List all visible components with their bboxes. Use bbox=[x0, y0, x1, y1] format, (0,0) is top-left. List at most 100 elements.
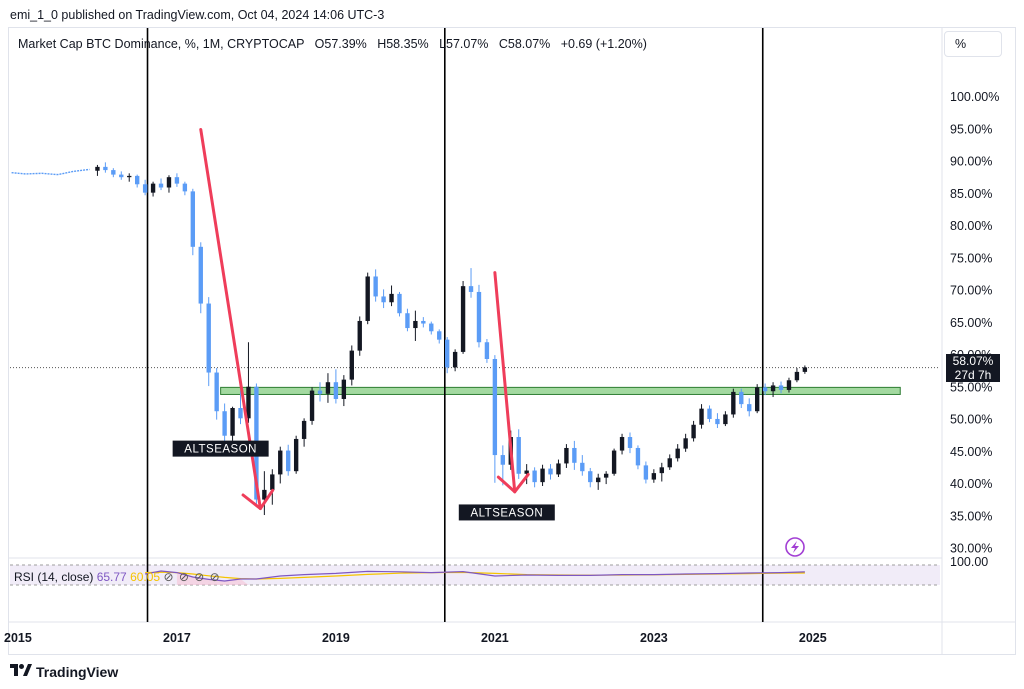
candle-39 bbox=[397, 291, 402, 317]
candle-66 bbox=[611, 448, 617, 476]
x-tick-4: 2021 bbox=[481, 631, 509, 645]
candle-body-37 bbox=[381, 296, 386, 303]
candle-25 bbox=[286, 444, 291, 476]
candle-26 bbox=[293, 435, 299, 474]
candle-body-55 bbox=[524, 470, 529, 474]
candle-70 bbox=[643, 461, 649, 484]
candle-3 bbox=[111, 168, 116, 178]
candle-body-74 bbox=[675, 448, 680, 459]
rsi-layer bbox=[145, 570, 805, 585]
altseason-label-text-2: ALTSEASON bbox=[470, 507, 543, 519]
candle-50 bbox=[484, 339, 490, 363]
candle-28 bbox=[309, 387, 315, 425]
drop-arrow-head-2 bbox=[496, 472, 530, 494]
candle-52 bbox=[500, 445, 506, 486]
candle-84 bbox=[754, 384, 760, 414]
candle-body-1 bbox=[95, 166, 100, 171]
candle-body-19 bbox=[238, 408, 243, 419]
candle-body-34 bbox=[357, 320, 362, 351]
candle-2 bbox=[103, 162, 108, 173]
rsi-ma-value: 60.05 bbox=[130, 570, 161, 584]
x-tick-6: 2025 bbox=[799, 631, 827, 645]
candle-body-23 bbox=[270, 474, 275, 490]
tradingview-logo[interactable]: TradingView bbox=[10, 663, 118, 680]
candle-56 bbox=[532, 467, 537, 488]
current-price-tag: 58.07% bbox=[946, 354, 1000, 368]
chart-frame bbox=[8, 27, 1016, 655]
altseason-label-text-1: ALTSEASON bbox=[184, 444, 257, 456]
rsi-background: 100.00 bbox=[10, 555, 988, 586]
y-tick-2: 95.00% bbox=[950, 122, 992, 136]
candle-body-4 bbox=[119, 174, 124, 178]
change-value: +0.69 (+1.20%) bbox=[560, 37, 647, 51]
candle-body-73 bbox=[667, 458, 672, 468]
candle-countdown-tag: 27d 7h bbox=[946, 368, 1000, 382]
high-value: 58.35% bbox=[386, 37, 429, 51]
y-tick-6: 75.00% bbox=[950, 251, 992, 265]
candle-45 bbox=[444, 337, 450, 374]
y-tick-5: 80.00% bbox=[950, 219, 992, 233]
low-label: L bbox=[439, 37, 447, 51]
candle-73 bbox=[667, 454, 672, 470]
candle-20 bbox=[246, 342, 251, 423]
candle-83 bbox=[747, 398, 752, 417]
bolt-icon-layer bbox=[785, 537, 805, 557]
candle-body-52 bbox=[500, 455, 506, 465]
candle-body-61 bbox=[572, 447, 577, 463]
close-value: 58.07% bbox=[507, 37, 551, 51]
candle-body-11 bbox=[174, 177, 180, 184]
y-tick-15: 30.00% bbox=[950, 542, 992, 556]
rsi-band bbox=[10, 565, 940, 585]
rsi-line bbox=[145, 570, 805, 582]
rsi-status-icons[interactable]: ⊘ ⊘ ⊘ ⊘ bbox=[163, 570, 221, 584]
candle-body-38 bbox=[389, 293, 394, 303]
altseason-label-1: ALTSEASON bbox=[172, 440, 269, 457]
candle-body-83 bbox=[747, 404, 752, 412]
bolt-icon[interactable] bbox=[785, 537, 805, 557]
candle-body-43 bbox=[429, 323, 434, 332]
y-tick-1: 100.00% bbox=[950, 90, 999, 104]
candle-86 bbox=[770, 382, 776, 398]
candle-80 bbox=[723, 411, 728, 427]
candle-4 bbox=[119, 171, 124, 180]
candle-19 bbox=[238, 390, 243, 425]
candle-37 bbox=[381, 289, 386, 309]
published-by-line: emi_1_0 published on TradingView.com, Oc… bbox=[10, 8, 385, 22]
candle-body-26 bbox=[293, 438, 299, 472]
candle-body-3 bbox=[111, 170, 116, 175]
candle-body-16 bbox=[214, 372, 219, 412]
candle-body-31 bbox=[333, 382, 339, 399]
altseason-label-2: ALTSEASON bbox=[458, 504, 555, 521]
candle-body-7 bbox=[142, 184, 148, 193]
x-axis-ticks: 2015 2017 2019 2021 2023 2025 bbox=[4, 631, 827, 645]
candle-14 bbox=[198, 242, 203, 314]
candle-87 bbox=[778, 381, 784, 394]
open-value: 57.39% bbox=[324, 37, 367, 51]
candle-body-42 bbox=[421, 320, 426, 324]
y-tick-4: 85.00% bbox=[950, 187, 992, 201]
candles-layer bbox=[95, 162, 808, 516]
candle-body-66 bbox=[611, 450, 617, 474]
symbol-title[interactable]: Market Cap BTC Dominance, %, 1M, CRYPTOC… bbox=[18, 37, 305, 51]
candle-body-89 bbox=[794, 371, 800, 381]
candle-body-44 bbox=[437, 331, 442, 340]
candle-body-15 bbox=[206, 303, 211, 373]
candle-42 bbox=[421, 317, 426, 328]
candle-body-75 bbox=[683, 438, 688, 449]
y-tick-3: 90.00% bbox=[950, 155, 992, 169]
candle-34 bbox=[357, 316, 362, 356]
rsi-label[interactable]: RSI (14, close) bbox=[14, 570, 94, 584]
candle-64 bbox=[596, 473, 601, 490]
rsi-legend: RSI (14, close) 65.77 60.05 ⊘ ⊘ ⊘ ⊘ bbox=[14, 570, 221, 584]
candle-36 bbox=[373, 269, 378, 302]
candle-body-28 bbox=[309, 390, 315, 421]
candle-body-82 bbox=[739, 391, 744, 405]
percent-scale-button[interactable]: % bbox=[944, 31, 1002, 57]
candle-58 bbox=[548, 464, 553, 480]
candle-body-50 bbox=[484, 342, 490, 359]
candle-18 bbox=[230, 406, 235, 441]
candle-15 bbox=[206, 297, 211, 387]
candle-11 bbox=[174, 173, 180, 187]
altseason-label-bg-2 bbox=[458, 504, 555, 521]
